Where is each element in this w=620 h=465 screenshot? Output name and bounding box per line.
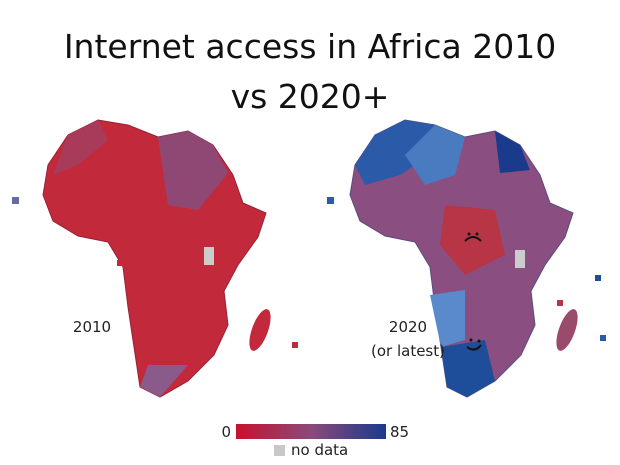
color-scale (236, 424, 386, 439)
map-2020 (349, 119, 578, 398)
legend-min: 0 (221, 423, 231, 441)
map-label: (or latest) (371, 342, 445, 360)
no-data-label: no data (291, 441, 348, 459)
title: Internet access in Africa 2010 (64, 27, 556, 66)
map-2010 (42, 119, 271, 398)
map-label: 2020 (389, 318, 427, 336)
no-data-swatch (274, 445, 285, 456)
map-label: 2010 (73, 318, 111, 336)
title: vs 2020+ (231, 77, 390, 116)
legend-max: 85 (390, 423, 409, 441)
